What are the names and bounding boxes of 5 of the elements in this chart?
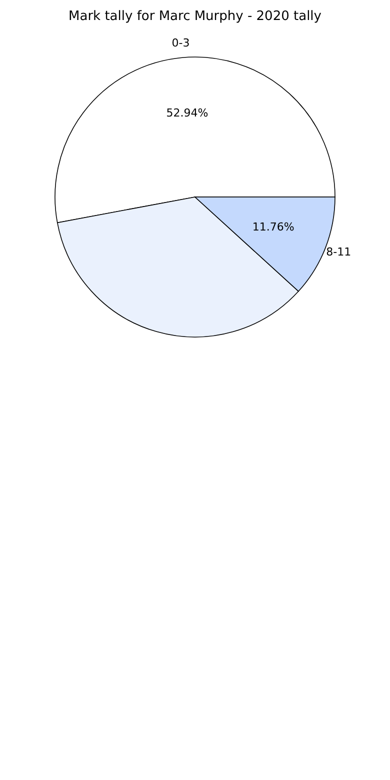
chart-title: Mark tally for Marc Murphy - 2020 tally [68, 9, 322, 24]
slice-label: 0-3 [172, 36, 190, 50]
slice-label: 8-11 [326, 246, 352, 259]
data-label: 52.94% [166, 106, 208, 120]
data-label: 11.76% [252, 220, 294, 234]
